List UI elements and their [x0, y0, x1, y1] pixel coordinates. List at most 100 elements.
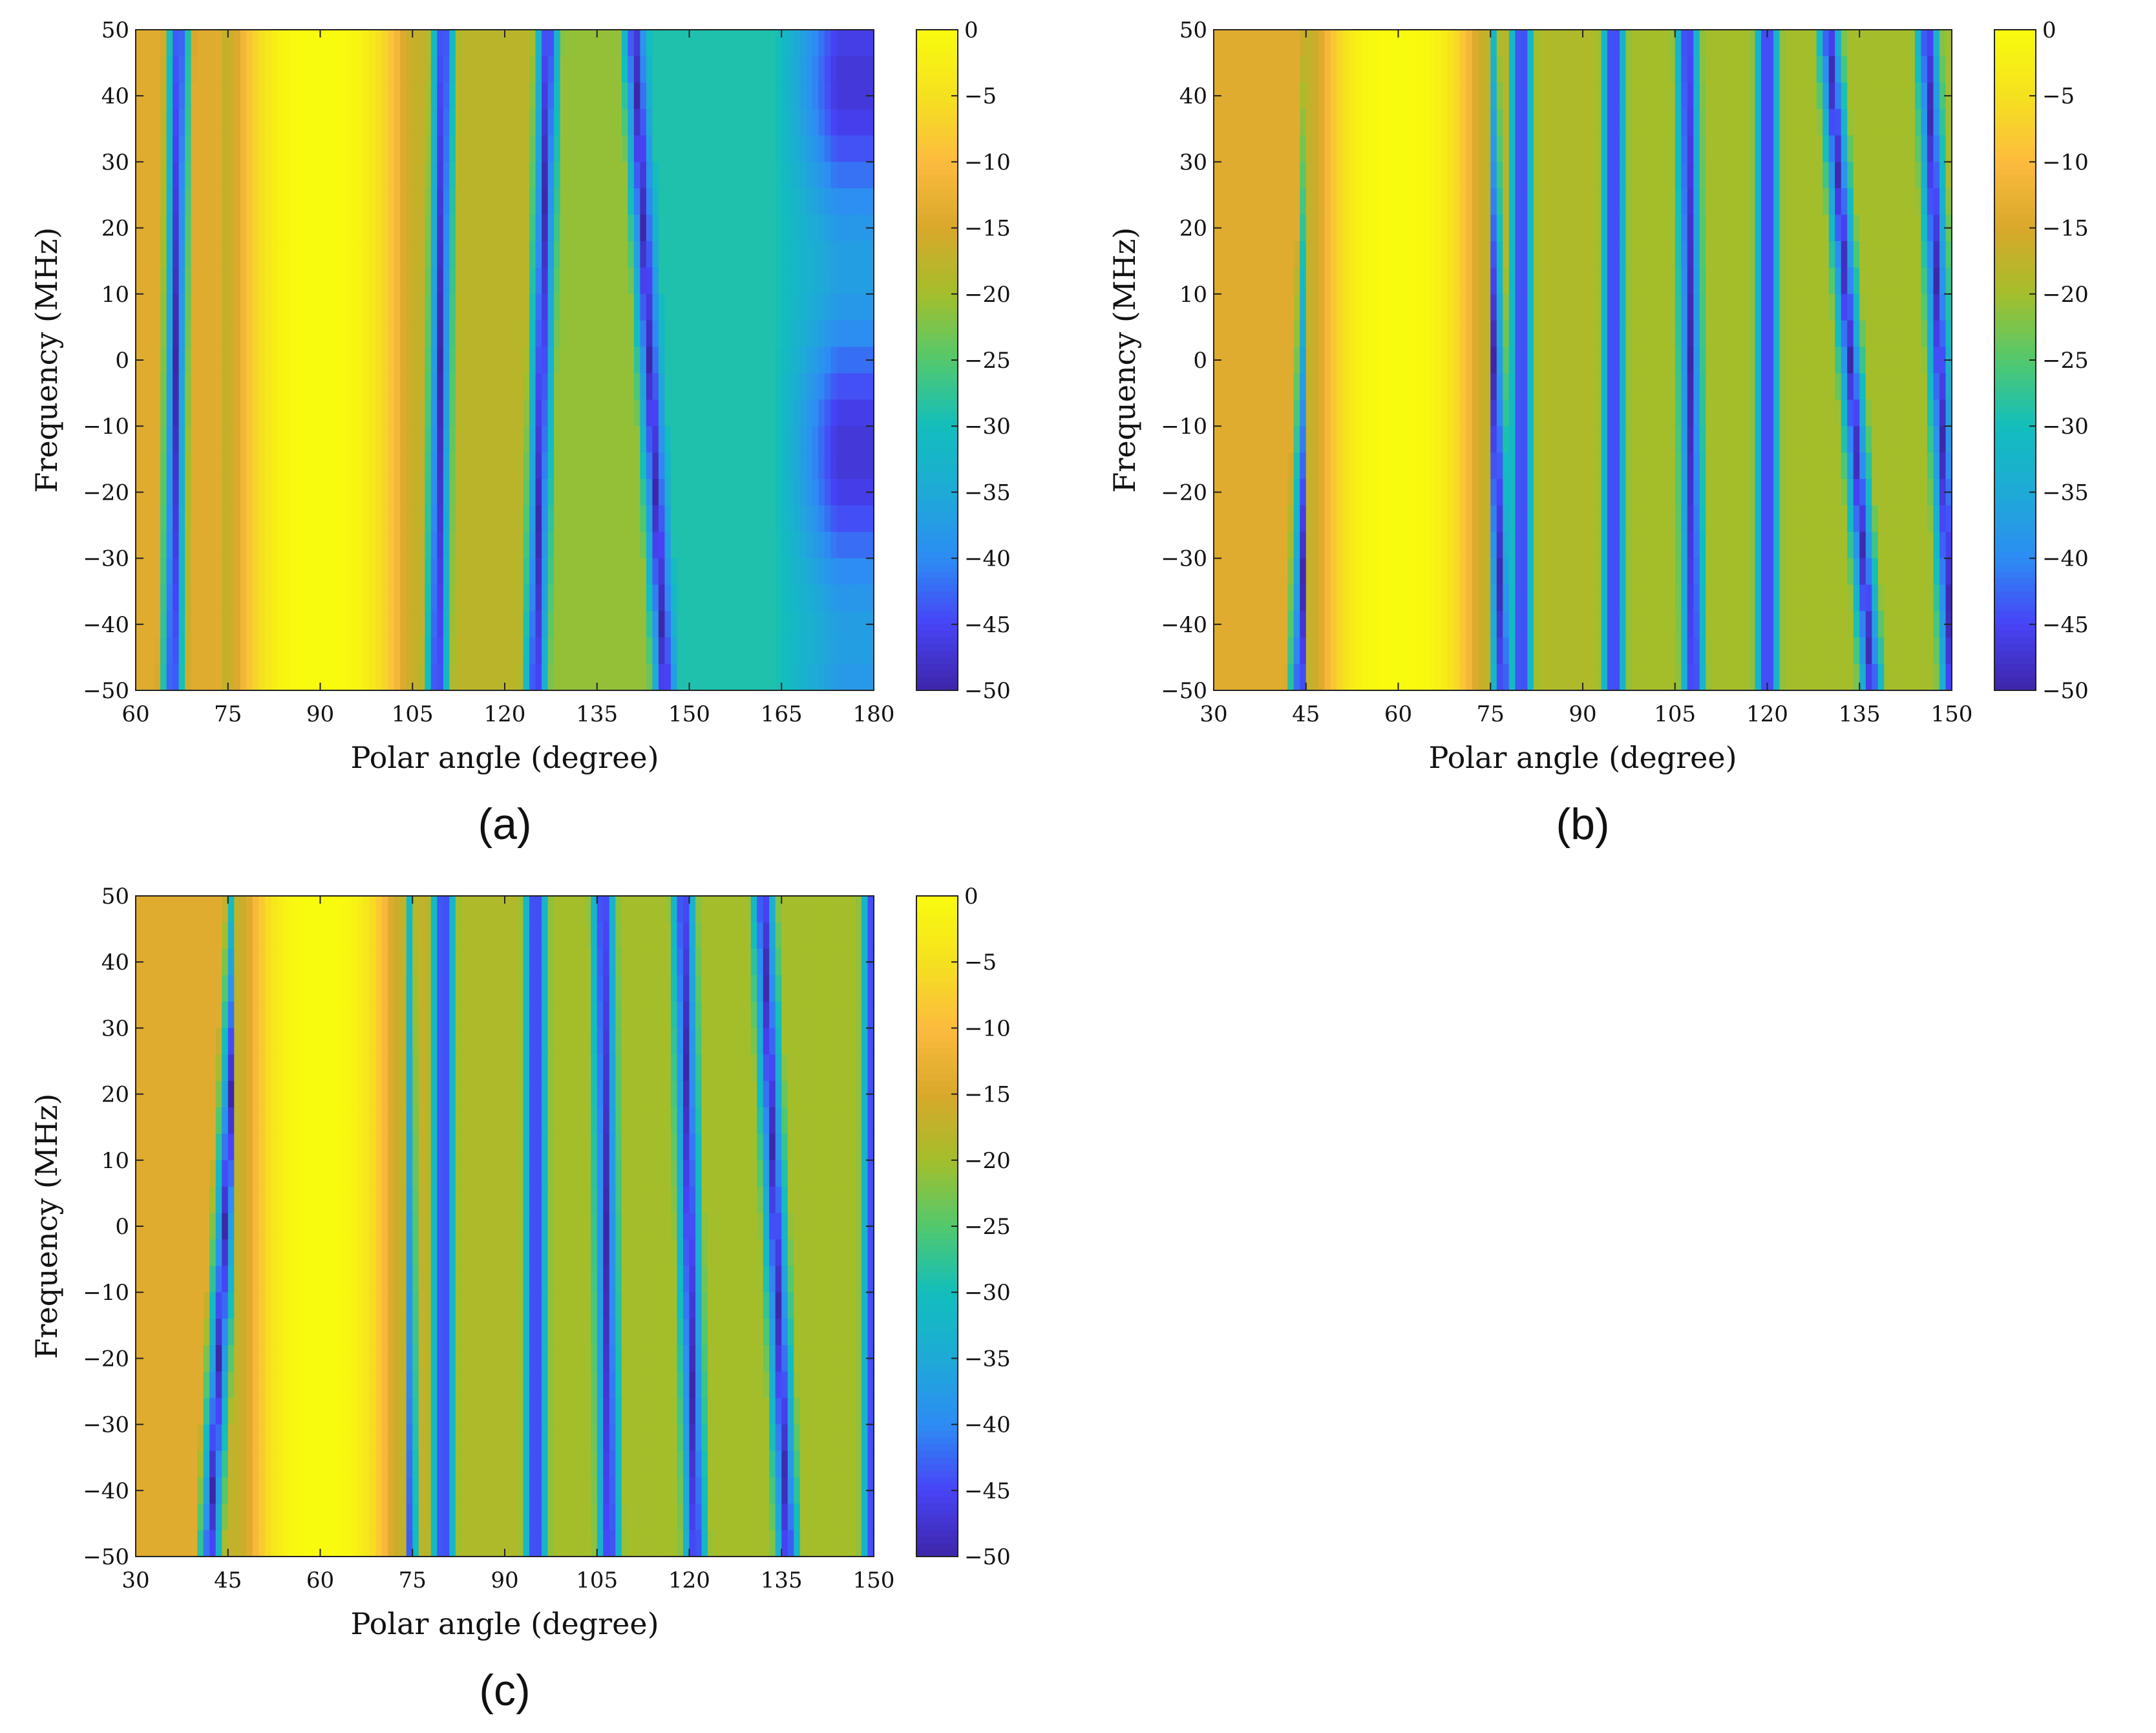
heatmap-cell [677, 611, 684, 638]
heatmap-cell [492, 426, 500, 453]
heatmap-cell [1355, 135, 1362, 162]
heatmap-cell [1730, 399, 1737, 427]
heatmap-cell [234, 320, 241, 348]
heatmap-cell [1533, 135, 1540, 162]
heatmap-cell [670, 346, 678, 374]
heatmap-cell [449, 426, 456, 453]
heatmap-cell [745, 30, 752, 57]
heatmap-cell [1305, 267, 1313, 295]
heatmap-cell [560, 267, 567, 295]
heatmap-cell [388, 346, 395, 374]
heatmap-cell [1908, 56, 1916, 83]
heatmap-cell [720, 664, 727, 691]
heatmap-cell [682, 452, 690, 480]
heatmap-cell [1908, 162, 1916, 189]
heatmap-cell [1220, 56, 1227, 83]
heatmap-cell [455, 215, 462, 242]
heatmap-cell [1459, 399, 1466, 427]
heatmap-cell [283, 162, 290, 189]
heatmap-cell [1293, 188, 1300, 215]
heatmap-cell [572, 188, 579, 215]
heatmap-cell [603, 505, 610, 533]
heatmap-cell [1767, 162, 1774, 189]
heatmap-cell [1748, 135, 1756, 162]
colorbar-cell [916, 63, 958, 70]
heatmap-cell [628, 452, 635, 480]
heatmap-cell [1349, 162, 1356, 189]
heatmap-cell [295, 82, 302, 110]
heatmap-cell [1933, 109, 1940, 136]
heatmap-cell [633, 109, 640, 136]
heatmap-cell [1330, 30, 1337, 57]
heatmap-cell [381, 531, 388, 559]
heatmap-cell [1693, 346, 1700, 374]
heatmap-cell [1410, 241, 1417, 268]
heatmap-cell [277, 82, 284, 110]
heatmap-cell [1908, 215, 1916, 242]
heatmap-cell [1644, 109, 1651, 136]
heatmap-cell [486, 478, 493, 506]
heatmap-cell [173, 611, 180, 638]
heatmap-cell [763, 452, 770, 480]
heatmap-cell [708, 241, 715, 268]
heatmap-cell [1256, 267, 1263, 295]
heatmap-cell [615, 30, 622, 57]
heatmap-cell [769, 452, 776, 480]
heatmap-cell [486, 505, 493, 533]
heatmap-cell [1367, 135, 1375, 162]
heatmap-cell [1330, 373, 1337, 400]
heatmap-cell [295, 664, 302, 691]
heatmap-cell [234, 267, 241, 295]
heatmap-cell [1447, 373, 1454, 400]
x-tick-label: 90 [306, 701, 334, 727]
heatmap-cell [1429, 241, 1436, 268]
heatmap-cell [1564, 346, 1571, 374]
heatmap-cell [1773, 135, 1781, 162]
heatmap-cell [1496, 56, 1503, 83]
heatmap-cell [1927, 109, 1934, 136]
heatmap-cell [843, 241, 850, 268]
heatmap-cell [1884, 399, 1891, 427]
heatmap-cell [1798, 320, 1805, 348]
heatmap-cell [166, 426, 173, 453]
heatmap-cell [824, 452, 831, 480]
heatmap-cell [591, 267, 598, 295]
colorbar-cell [916, 182, 958, 189]
heatmap-cell [264, 346, 271, 374]
heatmap-cell [357, 267, 364, 295]
heatmap-cell [1244, 320, 1251, 348]
heatmap-cell [523, 399, 530, 427]
heatmap-cell [1902, 346, 1909, 374]
heatmap-cell [824, 56, 831, 83]
heatmap-cell [154, 478, 161, 506]
heatmap-cell [640, 452, 647, 480]
heatmap-cell [1921, 82, 1928, 110]
heatmap-cell [425, 531, 432, 559]
heatmap-cell [1287, 162, 1295, 189]
heatmap-cell [1706, 267, 1713, 295]
heatmap-cell [1859, 82, 1866, 110]
heatmap-cell [301, 30, 309, 57]
heatmap-cell [467, 135, 475, 162]
heatmap-cell [812, 452, 819, 480]
heatmap-cell [1939, 320, 1947, 348]
heatmap-cell [1342, 30, 1349, 57]
heatmap-cell [492, 558, 500, 586]
heatmap-cell [1244, 188, 1251, 215]
heatmap-cell [252, 531, 259, 559]
colorbar-cell [916, 406, 958, 414]
heatmap-cell [301, 637, 309, 664]
heatmap-cell [277, 611, 284, 638]
heatmap-cell [652, 452, 659, 480]
heatmap-cell [461, 135, 469, 162]
heatmap-cell [603, 320, 610, 348]
heatmap-cell [1226, 426, 1233, 453]
heatmap-cell [1244, 293, 1251, 321]
heatmap-cell [781, 293, 788, 321]
heatmap-cell [203, 611, 210, 638]
heatmap-cell [301, 320, 309, 348]
heatmap-cell [1896, 399, 1903, 427]
heatmap-cell [492, 505, 500, 533]
heatmap-cell [381, 611, 388, 638]
heatmap-cell [1841, 399, 1848, 427]
